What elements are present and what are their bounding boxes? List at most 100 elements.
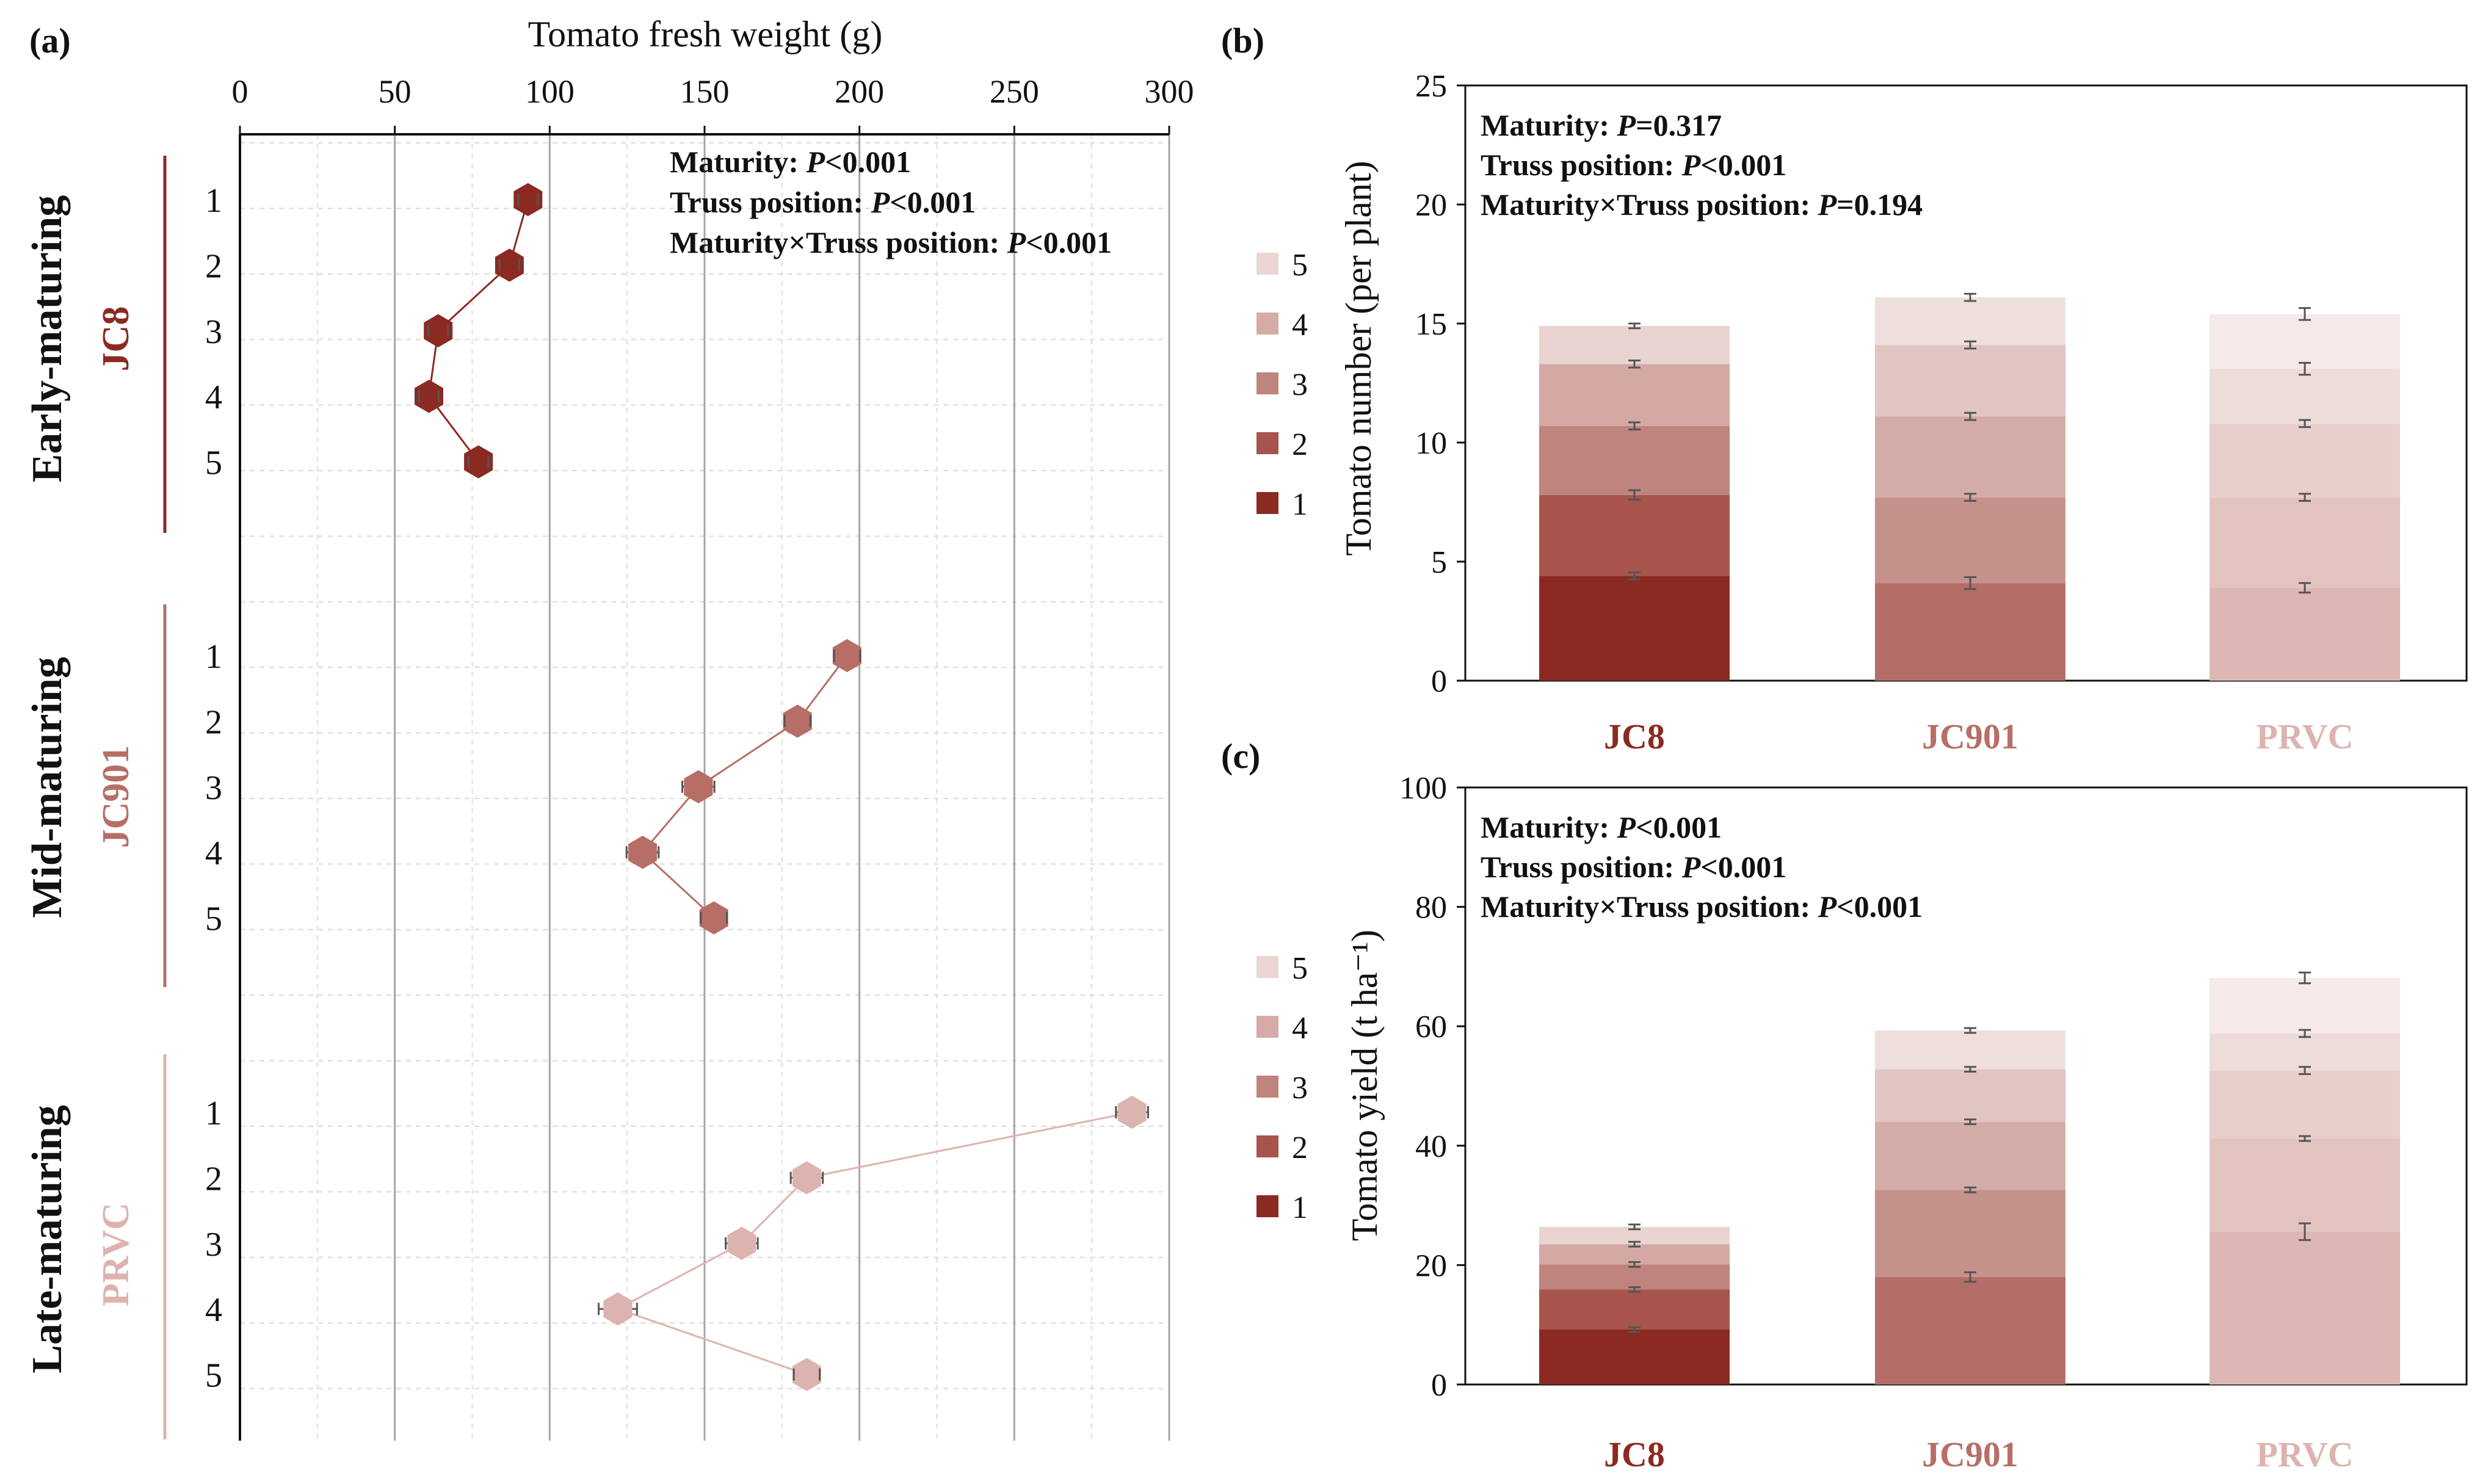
panel-a-annotation-label-1: Maturity: — [670, 145, 807, 179]
panel-b-annotation-label-2: Truss position: — [1481, 148, 1682, 182]
panel-b-bar-segment — [1875, 416, 2065, 498]
panel-a-annotation-label-3: Maturity×Truss position: — [670, 225, 1007, 259]
panel-b-bar-segment — [2210, 369, 2400, 424]
panel-c-y-tick-label: 80 — [1415, 891, 1447, 925]
panel-a-data-point — [513, 183, 543, 217]
panel-b-bar-segment — [1539, 494, 1730, 576]
panel-c-annotation-p-1: P — [1617, 810, 1636, 844]
panel-c-bar-segment — [1875, 1190, 2065, 1277]
panel-b-bar-segment — [2210, 423, 2400, 498]
panel-c-bar-segment — [2210, 977, 2400, 1033]
panel-b-legend-swatch — [1256, 432, 1278, 454]
panel-c-legend: 5 4 3 2 1 — [1256, 951, 1308, 1225]
panel-a-x-tick-label: 300 — [1145, 73, 1194, 110]
panel-b-bar-prvc — [2210, 307, 2400, 681]
panel-c-bar-jc8 — [1539, 1223, 1730, 1384]
panel-b-legend-label: 5 — [1292, 248, 1308, 283]
panel-a-x-ticks: 0 50 100 150 200 250 300 — [232, 73, 1194, 134]
panel-c-annotation-line-3: Maturity×Truss position: P<0.001 — [1481, 889, 1923, 924]
panel-c-bar-prvc — [2210, 971, 2400, 1384]
panel-a-truss-label: 4 — [205, 378, 222, 416]
panel-b-y-tick-label: 5 — [1431, 545, 1447, 580]
panel-a-truss-label: 1 — [205, 638, 222, 676]
panel-a-truss-label: 3 — [205, 769, 222, 807]
panel-b-bar-segment — [1539, 325, 1730, 364]
panel-a-annotation-p-1: P — [806, 145, 825, 179]
panel-a-truss-label: 5 — [205, 444, 222, 482]
panel-c-legend-label: 2 — [1292, 1131, 1308, 1165]
panel-c-bar-segment — [1539, 1264, 1730, 1290]
panel-b-annotation-value-2: <0.001 — [1700, 148, 1786, 182]
panel-c-category-label: JC901 — [1922, 1435, 2018, 1474]
panel-a-truss-label: 3 — [205, 313, 222, 351]
panel-b-legend-swatch — [1256, 492, 1278, 514]
panel-c-bar-segment — [2210, 1138, 2400, 1232]
panel-b-category-label: JC901 — [1922, 717, 2018, 756]
panel-b-annotation-p-2: P — [1681, 148, 1701, 182]
panel-c-bar-segment — [2210, 1070, 2400, 1139]
panel-a-data-point — [699, 901, 728, 935]
panel-c-bar-segment — [1875, 1069, 2065, 1122]
panel-b-y-tick-label: 20 — [1415, 188, 1447, 223]
panel-b-annotation-p-1: P — [1617, 108, 1636, 142]
panel-a-data-point — [684, 770, 713, 803]
panel-b-legend-swatch — [1256, 253, 1278, 275]
panel-b-legend: 5 4 3 2 1 — [1256, 248, 1308, 522]
panel-c-y-tick-label: 20 — [1415, 1248, 1447, 1283]
panel-c-bar-segment — [2210, 1033, 2400, 1071]
panel-a-data-point — [464, 445, 493, 479]
panel-a-annotation-line-1: Maturity: P<0.001 — [670, 145, 911, 179]
panel-a-maturity-mid: Mid-maturing — [24, 657, 71, 918]
panel-a-x-tick-label: 250 — [990, 73, 1039, 110]
panel-c-y-tick-label: 40 — [1415, 1129, 1447, 1164]
panel-a-truss-label: 2 — [205, 703, 222, 741]
panel-b-category-label: PRVC — [2256, 717, 2353, 756]
panel-c-legend-swatch — [1256, 1135, 1278, 1157]
panel-b-annotation-line-1: Maturity: P=0.317 — [1481, 108, 1722, 142]
panel-b: (b) Tomato number (per plant) 0510152025… — [1221, 21, 2468, 756]
panel-c-ylabel: Tomato yield (t ha⁻¹) — [1344, 930, 1385, 1241]
panel-b-bar-segment — [2210, 587, 2400, 681]
panel-a-x-tick-label: 50 — [379, 73, 412, 110]
panel-b-bar-jc8 — [1539, 322, 1730, 681]
panel-a-gridlines — [239, 134, 1170, 1441]
panel-c-annotation-line-2: Truss position: P<0.001 — [1481, 850, 1786, 884]
panel-a-series-line — [641, 655, 848, 919]
panel-a-annotation-value-1: <0.001 — [825, 145, 911, 179]
panel-c-annotation-p-2: P — [1681, 850, 1701, 884]
panel-a-x-tick-label: 200 — [835, 73, 884, 110]
panel-c-annotation-value-1: <0.001 — [1636, 810, 1722, 844]
panel-c-bar-segment — [1875, 1030, 2065, 1070]
panel-b-annotation-line-3: Maturity×Truss position: P=0.194 — [1481, 187, 1923, 222]
panel-a-maturity-early: Early-maturing — [24, 195, 71, 483]
panel-a-data-point — [792, 1161, 821, 1195]
panel-c-bar-segment — [1539, 1289, 1730, 1330]
panel-b-annotation-p-3: P — [1818, 187, 1837, 222]
panel-a-data-point — [415, 380, 443, 413]
panel-b-bar-segment — [2210, 497, 2400, 588]
panel-b-annotation-label-3: Maturity×Truss position: — [1481, 187, 1818, 222]
panel-b-bar-segment — [1539, 425, 1730, 495]
panel-b-legend-swatch — [1256, 372, 1278, 394]
panel-b-category-label: JC8 — [1604, 717, 1665, 756]
panel-c-annotation-label-2: Truss position: — [1481, 850, 1682, 884]
panel-a-x-tick-label: 150 — [680, 73, 730, 110]
panel-b-annotation-label-1: Maturity: — [1481, 108, 1617, 142]
panel-a-truss-label: 1 — [205, 182, 222, 220]
panel-c: (c) Tomato yield (t ha⁻¹) 0 20 40 60 80 100 JC… — [1221, 736, 2468, 1474]
panel-b-bar-jc901 — [1875, 292, 2065, 681]
panel-c-legend-label: 1 — [1292, 1190, 1308, 1225]
panel-c-chart: 0 20 40 60 80 100 JC8 JC901 PRVC 5 4 3 2 1 Maturity: P… — [1256, 771, 2468, 1474]
panel-c-annotation-value-2: <0.001 — [1700, 850, 1786, 884]
panel-a-xlabel: Tomato fresh weight (g) — [528, 14, 883, 54]
panel-b-annotation-value-1: =0.317 — [1636, 108, 1722, 142]
panel-a-truss-label: 3 — [205, 1226, 222, 1264]
panel-b-bar-segment — [1539, 576, 1730, 681]
panel-c-legend-swatch — [1256, 1195, 1278, 1217]
panel-c-legend-label: 4 — [1292, 1011, 1308, 1046]
panel-a-group-prvc: 1 2 3 4 5 — [163, 1054, 1149, 1439]
panel-c-y-tick-label: 60 — [1415, 1010, 1447, 1044]
panel-c-bar-segment — [1875, 1276, 2065, 1384]
panel-a-truss-label: 4 — [205, 834, 222, 872]
panel-a-data-point — [727, 1226, 756, 1260]
